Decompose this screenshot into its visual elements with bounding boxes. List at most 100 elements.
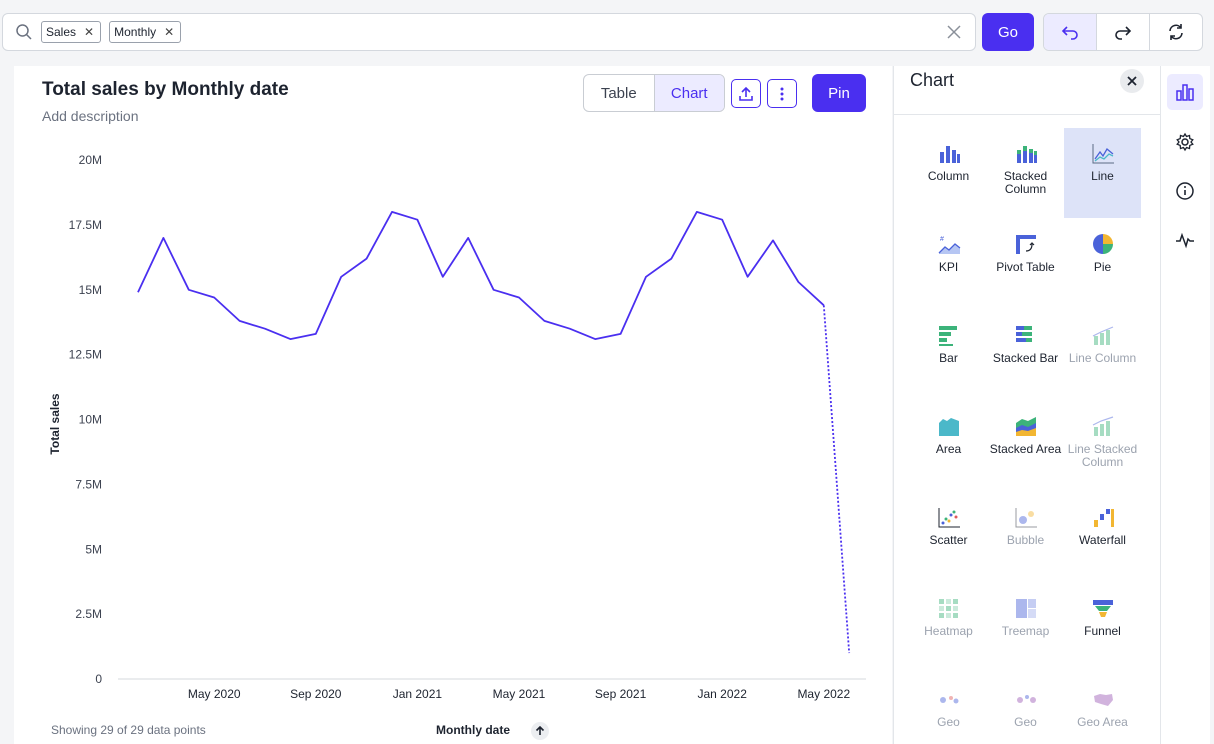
data-point[interactable] xyxy=(414,217,420,223)
undo-icon xyxy=(1061,26,1078,40)
chart-type-stacked-bar[interactable]: Stacked Bar xyxy=(987,310,1064,400)
chart-type-line[interactable]: Line xyxy=(1064,128,1141,218)
history-controls xyxy=(1043,13,1203,51)
page-title[interactable]: Total sales by Monthly date xyxy=(42,79,289,100)
answer-card: 0 2.5M 5M 7.5M 10M 12.5M 15M 17.5M 20M Total sale… xyxy=(14,66,892,744)
geo-area-icon xyxy=(1093,694,1113,706)
table-tab[interactable]: Table xyxy=(600,84,637,102)
panel-title: Chart xyxy=(910,70,955,90)
data-point[interactable] xyxy=(237,318,243,324)
clear-search-icon[interactable] xyxy=(945,23,963,41)
divider xyxy=(894,114,1160,115)
data-point[interactable] xyxy=(618,331,624,337)
y-axis-title[interactable]: Total sales xyxy=(48,393,62,454)
chart-type-waterfall[interactable]: Waterfall xyxy=(1064,492,1141,582)
chart-type-area[interactable]: Area xyxy=(910,401,987,491)
chart-type-kpi[interactable]: # KPI xyxy=(910,219,987,309)
download-button[interactable] xyxy=(731,79,761,108)
svg-text:#: # xyxy=(940,236,944,243)
data-point[interactable] xyxy=(821,302,827,308)
chart-type-grid: Column Stacked Column Line # KPI Pivot Table P… xyxy=(910,128,1144,728)
chart-type-label: Stacked Bar xyxy=(992,351,1059,365)
refresh-button[interactable] xyxy=(1150,14,1202,50)
data-point[interactable] xyxy=(643,274,649,280)
data-point[interactable] xyxy=(541,318,547,324)
data-point[interactable] xyxy=(592,336,598,342)
chart-type-bar[interactable]: Bar xyxy=(910,310,987,400)
activity-button[interactable] xyxy=(1167,222,1203,258)
data-point[interactable] xyxy=(770,237,776,243)
series-line-partial-period[interactable] xyxy=(822,305,851,654)
redo-button[interactable] xyxy=(1097,14,1150,50)
data-point[interactable] xyxy=(719,217,725,223)
chart-type-funnel[interactable]: Funnel xyxy=(1064,583,1141,673)
go-button[interactable]: Go xyxy=(982,13,1034,51)
data-point[interactable] xyxy=(135,289,141,295)
data-point[interactable] xyxy=(440,274,446,280)
data-point[interactable] xyxy=(516,295,522,301)
data-point[interactable] xyxy=(338,274,344,280)
chart-type-label: KPI xyxy=(938,260,959,274)
settings-button[interactable] xyxy=(1167,124,1203,160)
data-point[interactable] xyxy=(313,331,319,337)
search-icon xyxy=(16,24,32,40)
chart-type-label: Geo Area xyxy=(1077,715,1128,729)
token-label: Sales xyxy=(46,25,77,39)
chart-type-label: Heatmap xyxy=(924,624,973,638)
data-point[interactable] xyxy=(465,235,471,241)
chart-type-pie[interactable]: Pie xyxy=(1064,219,1141,309)
search-bar[interactable]: Sales ✕ Monthly ✕ xyxy=(2,13,976,51)
chart-type-pivot-table[interactable]: Pivot Table xyxy=(987,219,1064,309)
chart-type-label: Line Stacked Column xyxy=(1067,442,1138,469)
chart-type-stacked-column[interactable]: Stacked Column xyxy=(987,128,1064,218)
column-chart-icon xyxy=(939,146,960,163)
close-panel-button[interactable] xyxy=(1120,69,1144,93)
info-button[interactable] xyxy=(1167,173,1203,209)
data-point[interactable] xyxy=(160,235,166,241)
geo-bubble-icon xyxy=(939,696,958,704)
chart-type-scatter[interactable]: Scatter xyxy=(910,492,987,582)
series-line[interactable] xyxy=(137,211,825,340)
data-point[interactable] xyxy=(846,650,852,656)
data-point[interactable] xyxy=(694,209,700,215)
bar-chart-icon xyxy=(938,326,957,346)
chart-type-stacked-area[interactable]: Stacked Area xyxy=(987,401,1064,491)
data-point[interactable] xyxy=(795,279,801,285)
more-options-button[interactable] xyxy=(767,79,797,108)
chart-type-label: Line Column xyxy=(1068,351,1137,365)
data-point[interactable] xyxy=(668,256,674,262)
scatter-chart-icon xyxy=(938,508,960,528)
x-axis-title[interactable]: Monthly date xyxy=(436,723,510,737)
data-point[interactable] xyxy=(287,336,293,342)
data-point[interactable] xyxy=(186,287,192,293)
y-tick-label: 12.5M xyxy=(69,348,102,362)
y-tick-label: 20M xyxy=(79,153,102,167)
chart-config-button[interactable] xyxy=(1167,74,1203,110)
x-tick-label: Jan 2022 xyxy=(698,687,748,701)
undo-button[interactable] xyxy=(1044,14,1097,50)
chart-tab[interactable]: Chart xyxy=(653,75,724,111)
data-point[interactable] xyxy=(745,274,751,280)
redo-icon xyxy=(1115,26,1132,40)
data-point[interactable] xyxy=(262,326,268,332)
y-tick-label: 5M xyxy=(85,542,102,556)
remove-token-icon[interactable]: ✕ xyxy=(164,25,175,39)
search-token-monthly[interactable]: Monthly ✕ xyxy=(109,21,182,43)
y-tick-label: 10M xyxy=(79,413,102,427)
chart-type-label: Bar xyxy=(939,351,958,365)
description-field[interactable]: Add description xyxy=(42,108,139,124)
chart-type-label: Area xyxy=(935,442,962,456)
refresh-icon xyxy=(1169,24,1183,40)
data-point[interactable] xyxy=(567,326,573,332)
remove-token-icon[interactable]: ✕ xyxy=(84,25,95,39)
chart-type-column[interactable]: Column xyxy=(910,128,987,218)
data-point[interactable] xyxy=(211,295,217,301)
data-point[interactable] xyxy=(389,209,395,215)
sort-ascending-icon[interactable] xyxy=(531,722,549,740)
search-token-sales[interactable]: Sales ✕ xyxy=(41,21,102,43)
chart-type-label: Pie xyxy=(1093,260,1112,274)
data-point[interactable] xyxy=(491,287,497,293)
chart-type-label: Bubble xyxy=(1006,533,1045,547)
pin-button[interactable]: Pin xyxy=(812,74,866,112)
data-point[interactable] xyxy=(364,256,370,262)
